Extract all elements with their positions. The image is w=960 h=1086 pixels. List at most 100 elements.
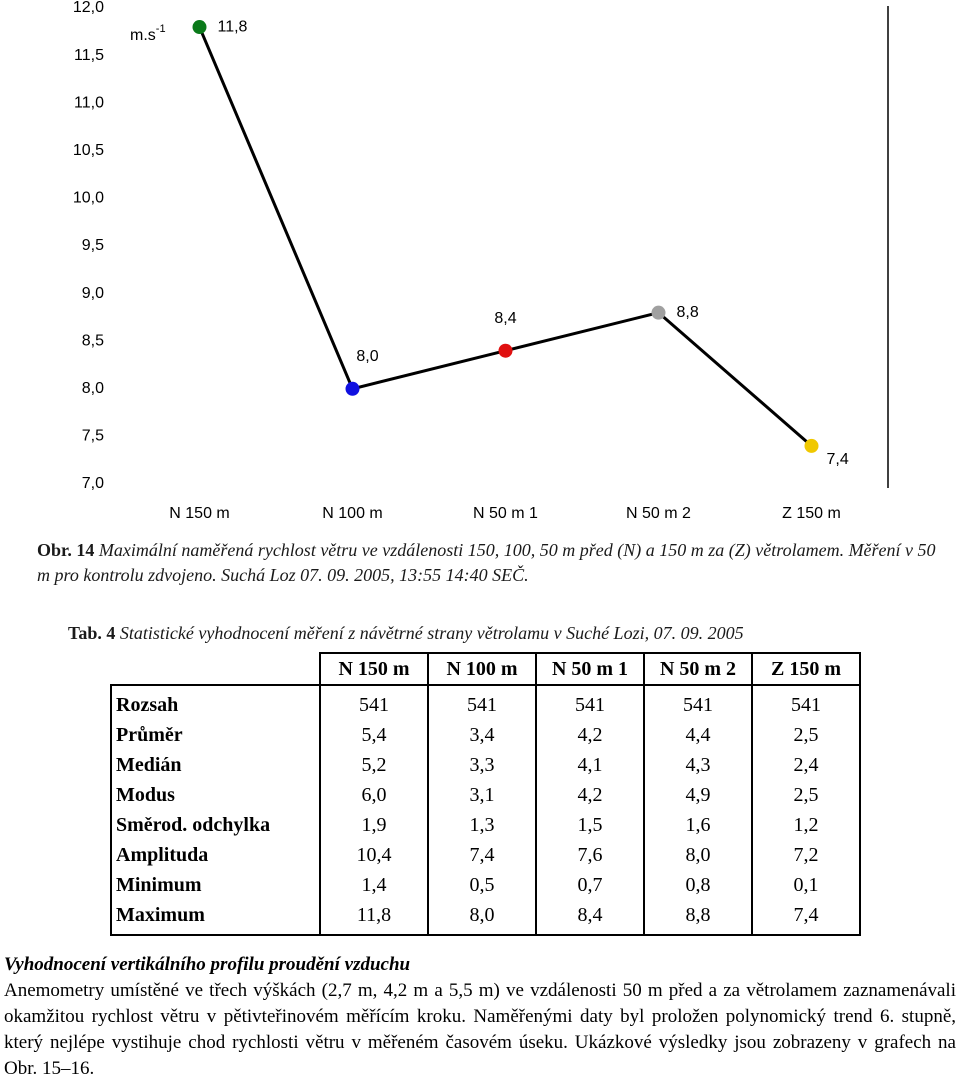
cell: 541: [643, 685, 753, 720]
row: Rozsah 541 541 541 541 541: [110, 685, 861, 720]
caption-label: Obr. 14: [37, 540, 95, 560]
unit-label: m.s-1: [130, 23, 166, 44]
point: [651, 305, 666, 320]
cell: 5,4: [319, 720, 429, 750]
point: [192, 20, 207, 35]
y-tick-label: 7,0: [82, 475, 104, 492]
column-header: N 50 m 1: [535, 652, 645, 686]
unit-sup: -1: [156, 23, 166, 35]
cell: 4,9: [643, 780, 753, 810]
cell: 541: [535, 685, 645, 720]
chart: m.s-1 7,0 7,5 8,0 8,5 9,0 9,5 10,0 10,5 11,0 11,5…: [73, 0, 889, 522]
cell: 0,8: [643, 870, 753, 900]
row-label: Medián: [110, 750, 321, 780]
cell: 0,7: [535, 870, 645, 900]
cell: 7,6: [535, 840, 645, 870]
cell: 3,4: [427, 720, 537, 750]
cell: 1,3: [427, 810, 537, 840]
row-label: Maximum: [110, 900, 321, 936]
column-header: N 100 m: [427, 652, 537, 686]
value-label: 8,4: [494, 310, 516, 327]
point: [498, 343, 513, 358]
cell: 8,0: [427, 900, 537, 936]
x-tick-label: N 50 m 1: [473, 505, 538, 522]
y-tick-label: 8,5: [82, 332, 104, 349]
cell: 5,2: [319, 750, 429, 780]
value-label: 8,0: [356, 348, 378, 365]
x-tick-label: Z 150 m: [782, 505, 841, 522]
column-header: N 150 m: [319, 652, 429, 686]
row: Medián 5,2 3,3 4,1 4,3 2,4: [110, 750, 861, 780]
row: Maximum 11,8 8,0 8,4 8,8 7,4: [110, 900, 861, 936]
section-text: Anemometry umístěné ve třech výškách (2,…: [4, 980, 956, 1079]
cell: 0,5: [427, 870, 537, 900]
row-label: Amplituda: [110, 840, 321, 870]
cell: 11,8: [319, 900, 429, 936]
cell: 1,4: [319, 870, 429, 900]
blank-cell: [111, 653, 320, 686]
point: [345, 381, 360, 396]
figure-caption: Obr. 14 Maximální naměřená rychlost větr…: [37, 538, 949, 588]
row: Minimum 1,4 0,5 0,7 0,8 0,1: [110, 870, 861, 900]
cell: 7,4: [427, 840, 537, 870]
cell: 541: [751, 685, 861, 720]
y-tick-label: 12,0: [73, 0, 104, 16]
row-label: Směrod. odchylka: [110, 810, 321, 840]
value-label: 7,4: [827, 451, 849, 468]
y-tick-label: 11,5: [74, 47, 104, 64]
cell: 1,2: [751, 810, 861, 840]
row-label: Minimum: [110, 870, 321, 900]
y-tick-label: 10,0: [73, 190, 104, 207]
point: [804, 438, 819, 453]
cell: 0,1: [751, 870, 861, 900]
section-heading: Vyhodnocení vertikálního profilu prouděn…: [4, 954, 411, 975]
column-header: Z 150 m: [751, 652, 861, 686]
cell: 7,4: [751, 900, 861, 936]
value-label: 11,8: [218, 18, 248, 35]
line: [198, 26, 813, 448]
cell: 8,4: [535, 900, 645, 936]
row-label: Rozsah: [110, 685, 321, 720]
cell: 1,5: [535, 810, 645, 840]
x-tick-label: N 100 m: [322, 505, 382, 522]
section: Vyhodnocení vertikálního profilu prouděn…: [4, 952, 956, 1082]
y-tick-label: 11,0: [74, 94, 104, 111]
row: Průměr 5,4 3,4 4,2 4,4 2,5: [110, 720, 861, 750]
unit: m.s: [130, 27, 156, 44]
y-tick-label: 7,5: [82, 428, 104, 445]
cell: 4,2: [535, 720, 645, 750]
cell: 541: [319, 685, 429, 720]
cell: 8,8: [643, 900, 753, 936]
table-caption-text: Statistické vyhodnocení měření z návětrn…: [119, 623, 744, 643]
cell: 4,1: [535, 750, 645, 780]
y-tick-label: 9,5: [82, 237, 104, 254]
table-caption: Tab. 4 Statistické vyhodnocení měření z …: [68, 621, 958, 646]
cell: 2,5: [751, 780, 861, 810]
row: Modus 6,0 3,1 4,2 4,9 2,5: [110, 780, 861, 810]
cell: 3,1: [427, 780, 537, 810]
value-label: 8,8: [677, 304, 699, 321]
cell: 4,4: [643, 720, 753, 750]
cell: 4,3: [643, 750, 753, 780]
cell: 8,0: [643, 840, 753, 870]
cell: 4,2: [535, 780, 645, 810]
table-caption-label: Tab. 4: [68, 623, 116, 643]
cell: 2,5: [751, 720, 861, 750]
caption-text: Maximální naměřená rychlost větru ve vzd…: [37, 540, 936, 585]
row: Amplituda 10,4 7,4 7,6 8,0 7,2: [110, 840, 861, 870]
y-tick-label: 10,5: [73, 142, 104, 159]
y-tick-label: 8,0: [82, 380, 104, 397]
row-label: Průměr: [110, 720, 321, 750]
cell: 10,4: [319, 840, 429, 870]
y-tick-label: 9,0: [82, 285, 104, 302]
cell: 541: [427, 685, 537, 720]
x-tick-label: N 50 m 2: [626, 505, 691, 522]
row: Směrod. odchylka 1,9 1,3 1,5 1,6 1,2: [110, 810, 861, 840]
cell: 3,3: [427, 750, 537, 780]
cell: 6,0: [319, 780, 429, 810]
column-header: N 50 m 2: [643, 652, 753, 686]
cell: 2,4: [751, 750, 861, 780]
cell: 7,2: [751, 840, 861, 870]
